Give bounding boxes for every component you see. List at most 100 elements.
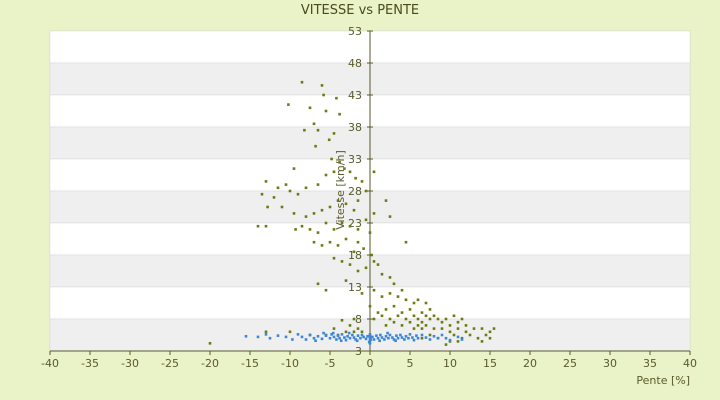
data-point (376, 263, 380, 266)
data-point (360, 330, 364, 334)
data-point (488, 330, 492, 334)
data-point (364, 337, 368, 341)
data-point (392, 304, 396, 308)
data-point (360, 292, 364, 295)
data-point (416, 317, 420, 321)
data-point (368, 231, 372, 234)
data-point (388, 292, 392, 295)
x-tick-label: 5 (407, 357, 414, 370)
data-point (386, 331, 389, 335)
data-point (378, 339, 381, 343)
data-point (372, 338, 376, 341)
data-point (343, 167, 346, 170)
data-point (432, 334, 436, 338)
data-point (338, 160, 341, 164)
data-point (424, 324, 428, 327)
data-point (428, 308, 432, 311)
data-point (300, 80, 304, 84)
data-point (424, 336, 428, 339)
data-point (276, 186, 280, 190)
data-point (395, 334, 398, 337)
data-point (404, 240, 408, 244)
data-point (448, 330, 452, 334)
y-tick-label: 3 (355, 345, 362, 358)
data-point (428, 317, 432, 321)
data-point (400, 311, 404, 314)
x-axis-ticks: -40 -35 -30 -25 -20 -15 -10 -5 0 5 10 15 20 25 30 35 40 (41, 351, 697, 370)
data-point (320, 208, 324, 212)
data-point (340, 221, 344, 225)
data-point (316, 334, 320, 338)
data-point (448, 338, 452, 342)
data-point (369, 338, 373, 341)
data-point (308, 228, 312, 231)
data-point (352, 250, 356, 254)
data-point (396, 314, 400, 318)
data-point (330, 333, 333, 336)
y-axis-label: Vitesse [km/h] (334, 150, 347, 230)
data-point (376, 336, 380, 340)
data-point (360, 180, 364, 183)
data-point (256, 224, 260, 228)
data-point (404, 298, 408, 302)
y-tick-label: 23 (348, 217, 362, 230)
data-point (264, 224, 268, 228)
data-point (364, 218, 368, 222)
data-point (424, 314, 428, 318)
data-point (408, 308, 412, 311)
data-point (348, 336, 352, 340)
data-point (392, 320, 396, 324)
data-point (420, 336, 424, 340)
data-point (276, 334, 280, 337)
data-point (416, 324, 420, 327)
data-point (359, 336, 362, 340)
data-point (464, 330, 468, 334)
data-point (287, 103, 290, 106)
data-point (452, 333, 456, 337)
data-point (412, 327, 416, 330)
data-point (288, 330, 292, 334)
y-tick-label: 18 (348, 249, 362, 262)
data-point (294, 228, 297, 231)
data-point (322, 93, 325, 97)
data-point (344, 237, 348, 241)
y-tick-label: 8 (355, 313, 362, 326)
data-point (300, 224, 304, 228)
data-point (388, 317, 392, 321)
data-point (396, 295, 400, 298)
data-point (400, 336, 404, 339)
data-point (400, 288, 404, 292)
data-point (392, 338, 396, 341)
data-point (330, 157, 333, 161)
data-point (452, 314, 456, 318)
data-point (456, 327, 460, 330)
data-point (484, 333, 488, 337)
data-point (264, 330, 268, 334)
data-point (328, 240, 332, 244)
data-point (332, 228, 336, 231)
x-tick-label: 10 (443, 357, 457, 370)
data-point (314, 144, 317, 148)
data-point (340, 318, 344, 322)
data-point (379, 333, 382, 337)
data-point (296, 333, 300, 336)
data-point (348, 263, 352, 266)
data-point (288, 189, 292, 193)
data-point (354, 176, 357, 180)
data-point (362, 335, 365, 339)
data-point (372, 288, 376, 292)
data-point (335, 96, 338, 100)
x-tick-label: 15 (483, 357, 497, 370)
data-point (384, 308, 388, 311)
x-tick-label: 20 (523, 357, 537, 370)
data-point (316, 231, 320, 234)
data-point (336, 199, 340, 202)
data-point (384, 199, 388, 202)
data-point (324, 334, 328, 337)
data-point (304, 215, 308, 218)
data-point (436, 317, 440, 321)
data-point (344, 279, 348, 282)
data-point (320, 84, 324, 87)
data-point (368, 334, 372, 338)
